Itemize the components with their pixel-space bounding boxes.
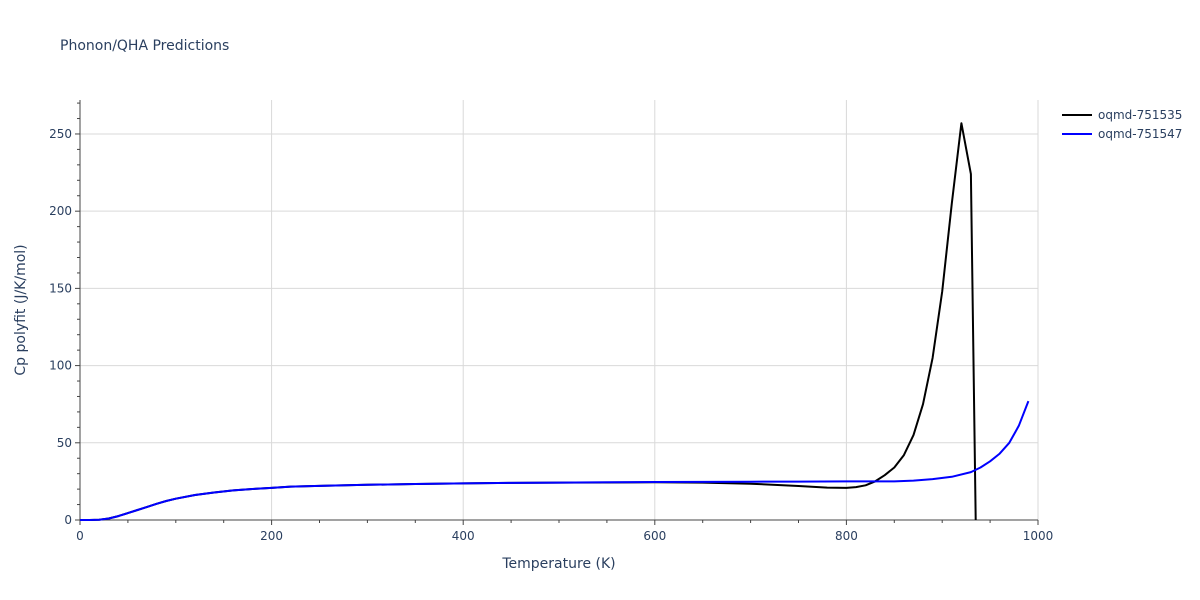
series-layer (80, 122, 1030, 521)
series-line-oqmd-751547 (80, 400, 1030, 521)
y-axis-title: Cp polyfit (J/K/mol) (13, 244, 29, 375)
y-tick-label: 0 (64, 513, 72, 527)
y-tick-label: 200 (49, 204, 72, 218)
legend: oqmd-751535 oqmd-751547 (1062, 108, 1182, 141)
x-tick-label: 0 (76, 529, 84, 543)
y-tick-label: 50 (57, 436, 72, 450)
y-tick-label: 150 (49, 281, 72, 295)
axes-layer: 0 200 400 600 800 1000 0 50 100 150 200 250 (49, 100, 1053, 543)
legend-label: oqmd-751535 (1098, 108, 1182, 122)
x-axis-title: Temperature (K) (501, 556, 615, 572)
x-tick-label: 1000 (1023, 529, 1054, 543)
legend-item-oqmd-751535[interactable]: oqmd-751535 (1062, 108, 1182, 122)
grid-layer (80, 100, 1039, 520)
x-tick-label: 800 (835, 529, 858, 543)
y-tick-label: 250 (49, 127, 72, 141)
y-tick-label: 100 (49, 359, 72, 373)
x-tick-label: 200 (260, 529, 283, 543)
series-line-oqmd-751535 (80, 122, 977, 521)
x-tick-label: 600 (643, 529, 666, 543)
x-tick-label: 400 (452, 529, 475, 543)
legend-label: oqmd-751547 (1098, 127, 1182, 141)
legend-item-oqmd-751547[interactable]: oqmd-751547 (1062, 127, 1182, 141)
chart-title: Phonon/QHA Predictions (60, 38, 229, 54)
